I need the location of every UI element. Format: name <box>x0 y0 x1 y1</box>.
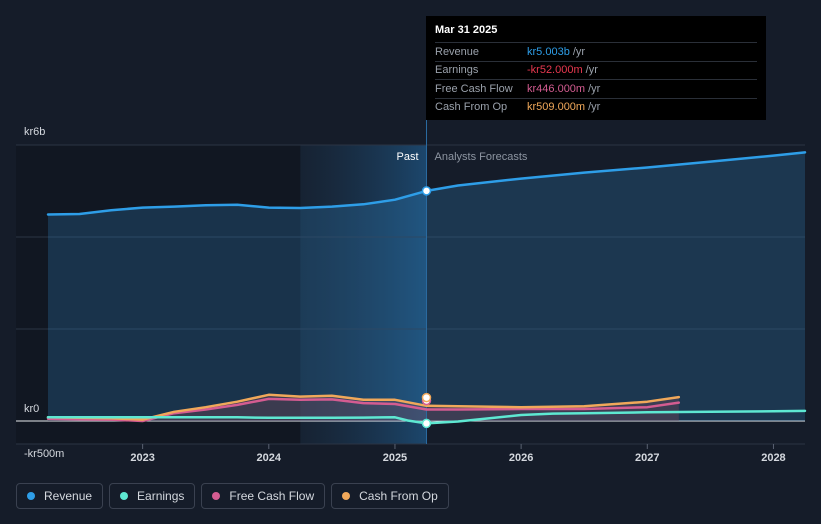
tooltip-unit: /yr <box>588 101 601 114</box>
tooltip-label: Cash From Op <box>435 101 508 114</box>
forecast-label: Analysts Forecasts <box>435 151 528 163</box>
tooltip-unit: /yr <box>585 64 598 77</box>
revenue-marker <box>421 186 432 196</box>
past-region <box>300 145 427 444</box>
tooltip-value: kr5.003b <box>527 45 570 58</box>
legend-dot-icon <box>120 492 129 500</box>
x-tick-label: 2026 <box>509 452 533 464</box>
x-tick-label: 2027 <box>635 452 659 464</box>
legend-dot-icon <box>342 492 351 500</box>
tooltip-row-cash-from-op: Cash From Op kr509.000m /yr <box>435 97 757 117</box>
legend-item-free-cash-flow[interactable]: Free Cash Flow <box>201 483 326 509</box>
tooltip-row-earnings: Earnings -kr52.000m /yr <box>435 60 757 80</box>
tooltip-date: Mar 31 2025 <box>435 24 498 36</box>
tooltip-row-revenue: Revenue kr5.003b /yr <box>435 42 757 61</box>
free-cash-flow-line <box>46 397 681 423</box>
legend-item-revenue[interactable]: Revenue <box>16 483 104 509</box>
legend-label: Revenue <box>44 489 93 503</box>
legend-item-cash-from-op[interactable]: Cash From Op <box>331 483 449 509</box>
cash-from-op-marker <box>421 392 432 403</box>
y-tick-label: -kr500m <box>24 448 64 460</box>
tooltip-unit: /yr <box>588 82 601 95</box>
tooltip: Mar 31 2025 Revenue kr5.003b /yr Earning… <box>426 16 766 120</box>
tooltip-unit: /yr <box>572 45 586 58</box>
legend: Revenue Earnings Free Cash Flow Cash Fro… <box>16 483 449 509</box>
cash-from-op-line <box>46 393 681 421</box>
earnings-line <box>46 409 807 425</box>
x-tick-label: 2024 <box>257 452 282 464</box>
tooltip-label: Revenue <box>435 45 480 58</box>
tooltip-label: Free Cash Flow <box>435 82 513 95</box>
tooltip-value: kr509.000m <box>527 101 586 114</box>
legend-label: Earnings <box>137 489 185 503</box>
y-tick-label: kr0 <box>24 403 39 415</box>
plot-background <box>16 145 301 444</box>
x-tick-label: 2023 <box>130 452 154 464</box>
y-tick-label: kr6b <box>24 126 45 138</box>
earnings-marker <box>421 418 432 429</box>
legend-label: Free Cash Flow <box>229 489 315 503</box>
legend-label: Cash From Op <box>359 489 438 503</box>
tooltip-value: -kr52.000m <box>527 64 583 77</box>
revenue-line <box>46 151 807 216</box>
x-tick-label: 2028 <box>761 452 785 464</box>
past-label: Past <box>396 151 418 163</box>
tooltip-label: Earnings <box>435 64 479 77</box>
legend-dot-icon <box>27 492 35 500</box>
legend-item-earnings[interactable]: Earnings <box>109 483 196 509</box>
legend-dot-icon <box>212 492 221 500</box>
x-tick-label: 2025 <box>383 452 407 464</box>
tooltip-value: kr446.000m <box>527 82 586 95</box>
tooltip-row-free-cash-flow: Free Cash Flow kr446.000m /yr <box>435 79 757 98</box>
